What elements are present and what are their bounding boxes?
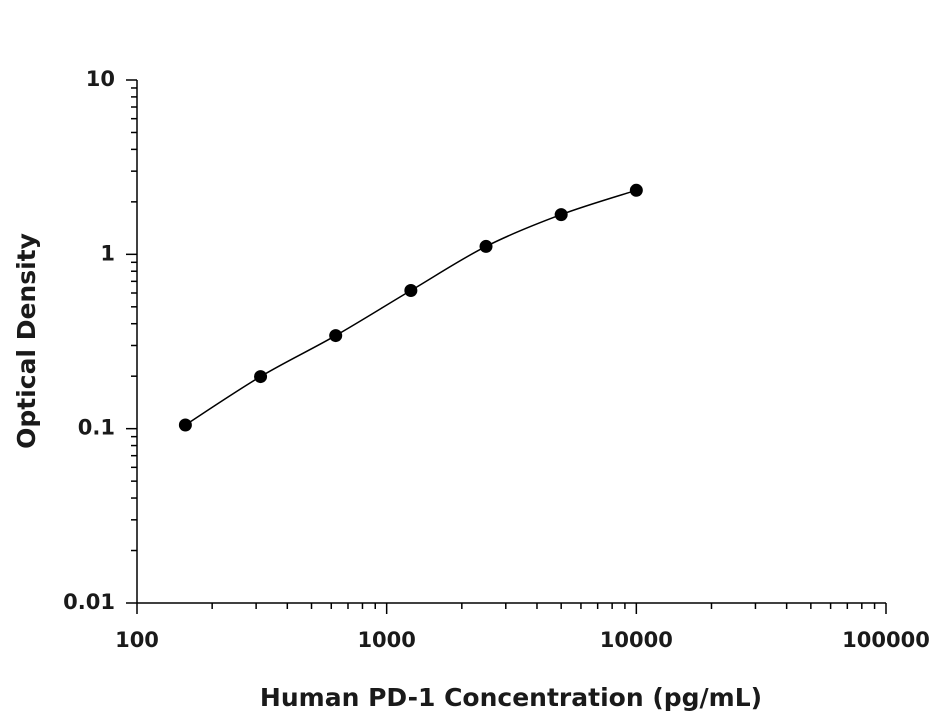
y-tick-label: 10: [86, 67, 115, 91]
data-point: [554, 208, 568, 222]
data-point: [479, 239, 493, 253]
data-point: [254, 370, 268, 384]
x-axis-label: Human PD-1 Concentration (pg/mL): [260, 683, 762, 712]
data-point: [629, 183, 643, 197]
x-tick-label: 100000: [842, 628, 930, 652]
y-tick-label: 1: [100, 241, 115, 265]
y-tick-label: 0.1: [78, 416, 115, 440]
data-point: [178, 418, 192, 432]
x-tick-label: 10000: [600, 628, 673, 652]
data-point: [329, 329, 343, 343]
fit-curve: [184, 189, 637, 426]
x-tick-label: 1000: [357, 628, 415, 652]
x-tick-label: 100: [115, 628, 159, 652]
y-axis-label: Optical Density: [12, 233, 41, 449]
data-point: [404, 284, 418, 298]
y-tick-label: 0.01: [63, 590, 115, 614]
